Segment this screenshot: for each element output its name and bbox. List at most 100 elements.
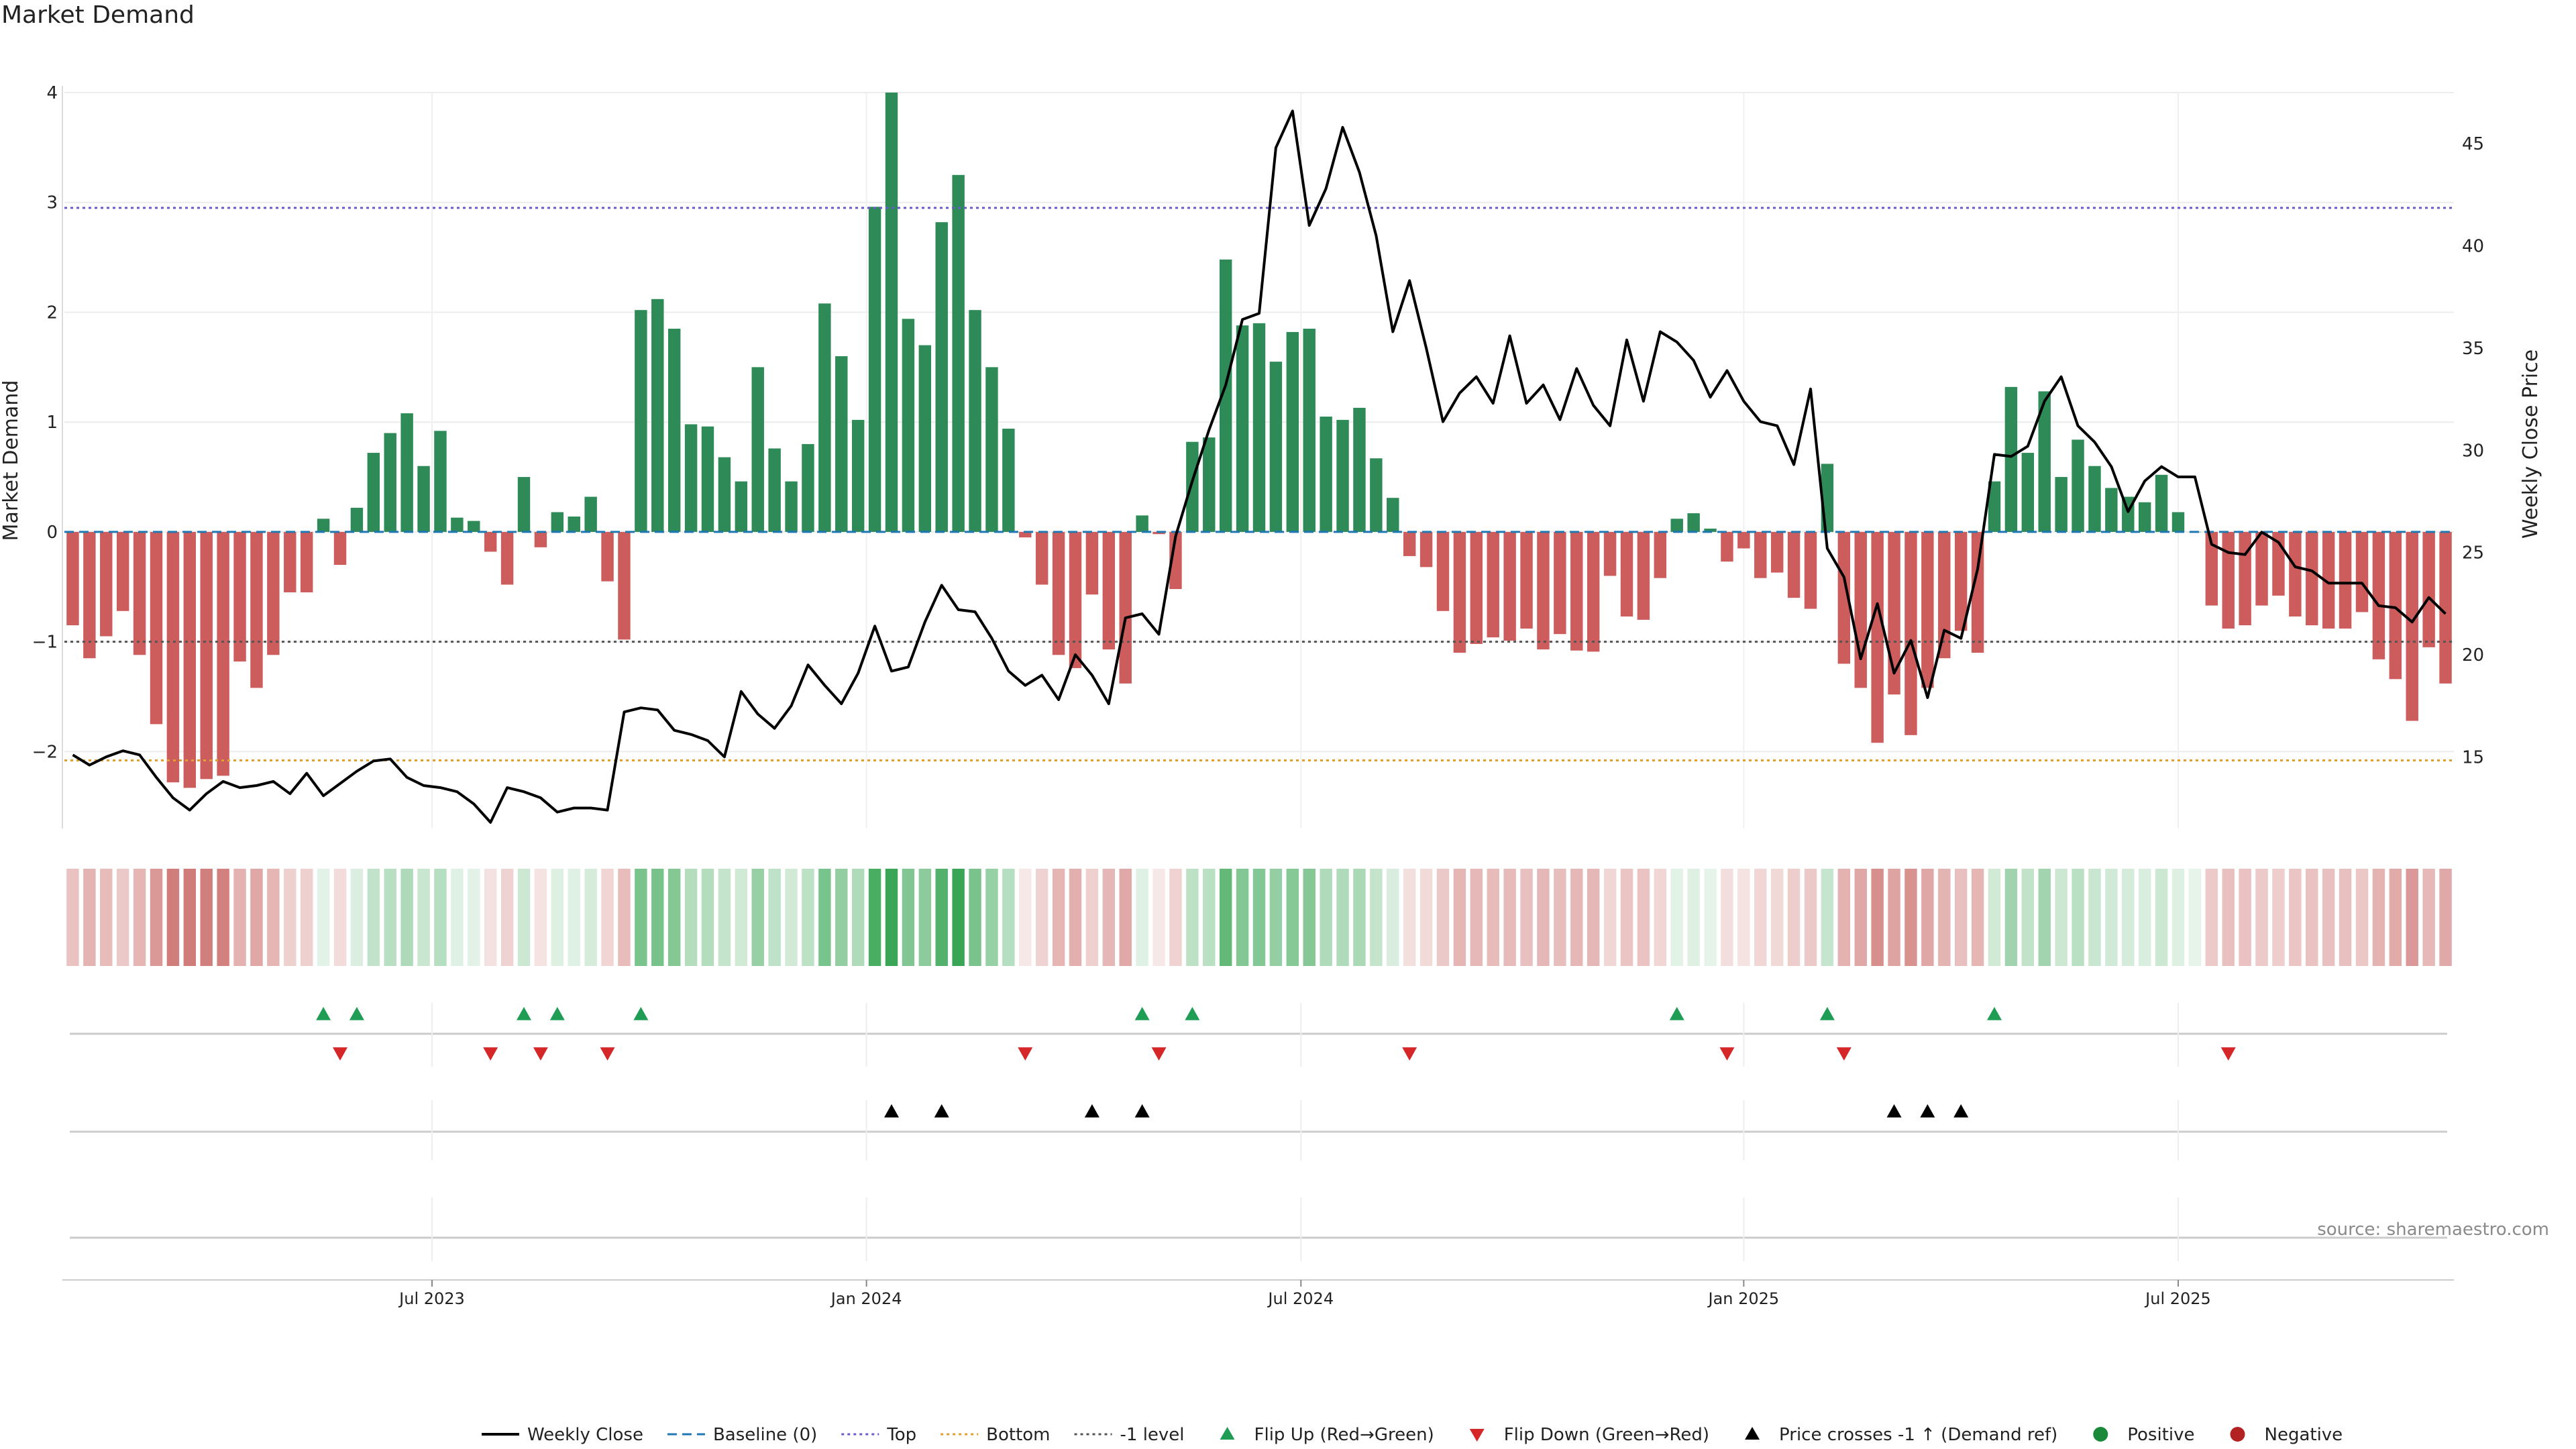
- legend-item: Bottom: [941, 1425, 1051, 1445]
- flip-down-marker: [1018, 1047, 1033, 1061]
- heat-strip-cell: [1721, 869, 1733, 966]
- heat-strip-cell: [718, 869, 731, 966]
- legend-label: Positive: [2127, 1425, 2194, 1445]
- heat-strip-cell: [1152, 869, 1165, 966]
- y-right-axis-label: Weekly Close Price: [2519, 350, 2542, 539]
- demand-bar: [2355, 531, 2369, 612]
- heat-strip-cell: [1637, 869, 1650, 966]
- demand-bar: [2205, 531, 2218, 606]
- demand-bar: [367, 453, 380, 532]
- heat-strip-cell: [434, 869, 447, 966]
- heat-strip-cell: [2306, 869, 2318, 966]
- heat-strip-cell: [735, 869, 748, 966]
- flip-down-marker: [2220, 1047, 2236, 1061]
- demand-bar: [384, 433, 396, 532]
- demand-bar: [1888, 531, 1900, 695]
- x-tick-label: Jul 2025: [2144, 1289, 2211, 1308]
- heat-strip-cell: [468, 869, 480, 966]
- demand-bar: [116, 531, 129, 611]
- heat-strip-cell: [2322, 869, 2335, 966]
- y-right-tick-label: 25: [2462, 543, 2484, 564]
- demand-bar: [300, 531, 313, 592]
- legend-label: Flip Up (Red→Green): [1254, 1425, 1434, 1445]
- demand-bar: [468, 521, 480, 532]
- legend: Weekly Close Baseline (0) Top Bottom -1 leve…: [482, 1425, 2343, 1445]
- flip-down-marker: [1836, 1047, 1851, 1061]
- y-tick-label: 2: [46, 303, 58, 323]
- heat-strip-cell: [1503, 869, 1516, 966]
- chart-title: Market Demand: [1, 1, 195, 29]
- heat-strip-cell: [618, 869, 631, 966]
- heat-strip-cell: [1804, 869, 1817, 966]
- heat-strip-cell: [1069, 869, 1082, 966]
- flip-down-marker: [1719, 1047, 1735, 1061]
- heat-strip-cell: [2372, 869, 2385, 966]
- heat-strip-cell: [233, 869, 246, 966]
- demand-bar: [2422, 531, 2435, 647]
- heat-strip-cell: [417, 869, 430, 966]
- demand-bar: [868, 207, 881, 532]
- y-tick-label: 3: [46, 193, 58, 213]
- heat-strip-cell: [2122, 869, 2135, 966]
- legend-label: Top: [886, 1425, 916, 1445]
- demand-bar: [1620, 531, 1633, 616]
- heat-strip-cell: [868, 869, 881, 966]
- legend-item: Flip Down (Green→Red): [1469, 1425, 1709, 1445]
- legend-label: Price crosses -1 ↑ (Demand ref): [1779, 1425, 2057, 1445]
- heat-strip-cell: [66, 869, 79, 966]
- legend-label: -1 level: [1120, 1425, 1185, 1445]
- demand-bar: [1603, 531, 1617, 576]
- heat-strip-cell: [2339, 869, 2352, 966]
- heat-strip-cell: [1888, 869, 1900, 966]
- demand-bar: [952, 174, 965, 532]
- heat-strip-cell: [1787, 869, 1801, 966]
- demand-bar: [2306, 531, 2318, 626]
- demand-bar: [1419, 531, 1433, 568]
- demand-bar: [1320, 417, 1332, 532]
- heat-strip-cell: [2205, 869, 2218, 966]
- flip-up-marker: [1819, 1007, 1835, 1020]
- heat-strip-cell: [1035, 869, 1049, 966]
- heat-strip-cell: [2289, 869, 2302, 966]
- price-cross-marker: [1920, 1104, 1935, 1118]
- heat-strip-cell: [1704, 869, 1717, 966]
- demand-bar: [83, 531, 96, 659]
- heat-strip-cell: [1754, 869, 1767, 966]
- legend-item: Baseline (0): [667, 1425, 817, 1445]
- heat-strip-cell: [635, 869, 647, 966]
- heat-strip-cell: [2138, 869, 2151, 966]
- demand-bar: [2055, 477, 2068, 532]
- y-right-tick-label: 45: [2462, 134, 2484, 154]
- demand-bar: [1002, 429, 1015, 532]
- demand-bar: [1704, 529, 1717, 532]
- demand-bar: [1069, 531, 1082, 668]
- demand-bar: [751, 367, 764, 532]
- demand-bar: [1236, 325, 1249, 532]
- heat-strip-cell: [1971, 869, 1984, 966]
- heat-strip-cell: [785, 869, 798, 966]
- demand-bar: [718, 457, 731, 532]
- demand-bar: [2088, 466, 2101, 532]
- flip-down-marker: [1402, 1047, 1417, 1061]
- heat-strip-cell: [1988, 869, 2001, 966]
- heat-strip-cell: [918, 869, 932, 966]
- y-tick-label: 1: [46, 413, 58, 433]
- heat-strip-cell: [150, 869, 163, 966]
- legend-swatch: [1745, 1427, 1760, 1440]
- demand-bar: [1570, 531, 1583, 651]
- demand-bar: [985, 367, 998, 532]
- demand-bar: [2038, 391, 2051, 532]
- demand-bar: [935, 222, 948, 532]
- demand-bar: [785, 481, 798, 532]
- heat-strip-cell: [166, 869, 180, 966]
- heat-strip-cell: [651, 869, 664, 966]
- legend-item: -1 level: [1074, 1425, 1185, 1445]
- flip-up-marker: [1134, 1007, 1150, 1020]
- legend-label: Bottom: [986, 1425, 1050, 1445]
- demand-bar: [1670, 519, 1683, 532]
- demand-bar: [1787, 531, 1801, 598]
- heat-strip-cell: [1871, 869, 1884, 966]
- demand-bar: [1035, 531, 1049, 585]
- demand-bar: [1687, 513, 1700, 532]
